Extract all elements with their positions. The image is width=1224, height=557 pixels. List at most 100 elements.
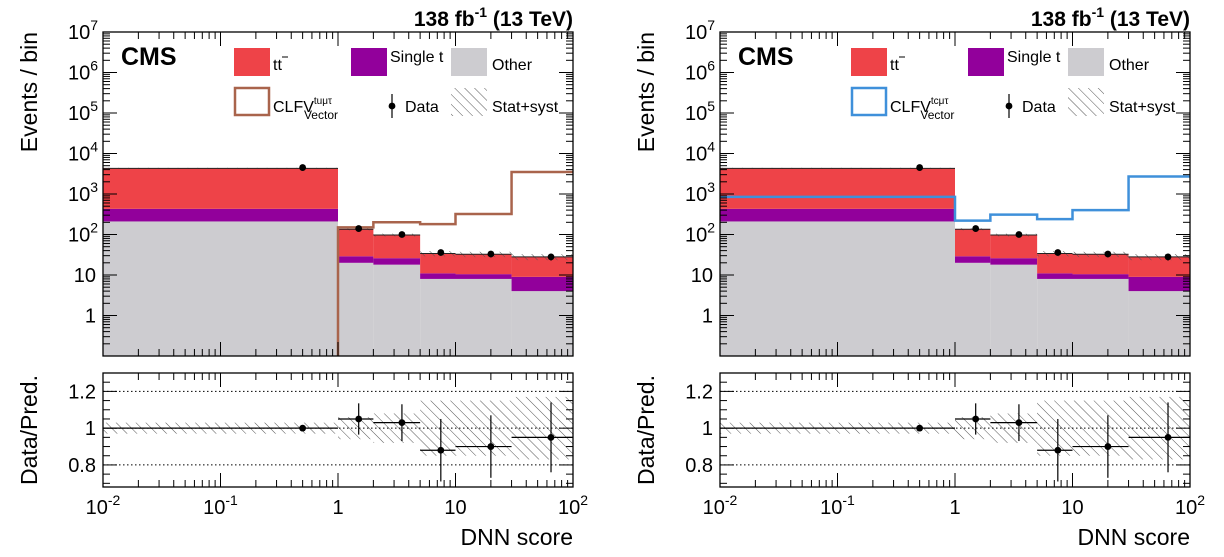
bar-single-t (720, 208, 955, 222)
data-point (487, 250, 495, 258)
legend-label-tt: tt (890, 57, 899, 74)
legend-label-uncertainty: Stat+syst (492, 99, 559, 116)
ratio-uncertainty-hatch (1037, 400, 1073, 456)
x-tick-label: 102 (558, 492, 588, 519)
legend-label-signal: CLFVtcμτ Vector (890, 96, 954, 122)
data-point (972, 225, 980, 232)
bar-tt (338, 229, 374, 257)
bar-single-t (990, 258, 1038, 265)
bar-other (373, 264, 421, 356)
data-points (299, 164, 555, 261)
y-axis-label: Events / bin (16, 32, 42, 152)
legend-data-marker (388, 102, 396, 110)
y-tick-label: 106 (685, 58, 715, 85)
data-point (1104, 250, 1112, 258)
legend-label-other: Other (492, 57, 533, 74)
legend-swatch-single-t (351, 48, 387, 76)
bar-tt (1037, 253, 1073, 274)
x-tick-label: 10-1 (203, 492, 238, 519)
bar-tt (990, 235, 1038, 259)
y-tick-labels: 1 10 102 103 104 105 106 107 (68, 17, 98, 328)
legend-label-data: Data (405, 99, 439, 116)
bar-single-t (338, 256, 374, 263)
y-tick-label: 102 (68, 220, 98, 247)
ratio-y-axis-label: Data/Pred. (633, 375, 659, 485)
ratio-y-tick-label: 0.8 (685, 455, 713, 477)
data-point (299, 164, 307, 171)
data-points (916, 164, 1172, 261)
bar-other (1037, 278, 1073, 356)
bar-tt (373, 235, 421, 259)
ratio-uncertainty-hatch (420, 400, 456, 456)
legend-swatch-signal (233, 86, 271, 117)
data-point (1015, 231, 1023, 238)
ratio-panel: 0.8 1 1.2 Data/Pred. (16, 372, 574, 488)
ratio-panel: 0.8 1 1.2 Data/Pred. (633, 372, 1191, 488)
bar-single-t (511, 276, 573, 292)
y-tick-label: 10 (74, 265, 96, 287)
ratio-point (916, 424, 924, 432)
bar-other (338, 262, 374, 356)
y-tick-labels: 1 10 102 103 104 105 106 107 (685, 17, 715, 328)
bar-single-t (103, 208, 338, 222)
stack-single-t (103, 208, 573, 292)
bar-tt (1128, 256, 1190, 277)
x-tick-label: 10-2 (86, 492, 121, 519)
ratio-y-tick-label: 1.2 (685, 381, 713, 403)
y-tick-label: 1 (702, 306, 713, 328)
legend: tt Single t Other CLFVtcμτ Vector Data Stat+sy… (850, 48, 1176, 122)
legend-label-uncertainty: Stat+syst (1109, 99, 1176, 116)
bar-tt (1072, 254, 1129, 275)
main-ticks (102, 31, 574, 356)
ratio-y-tick-label: 1 (702, 418, 713, 440)
bar-other (511, 291, 573, 356)
stack-tt (103, 168, 573, 277)
y-tick-label: 107 (685, 17, 715, 44)
bar-other (103, 221, 338, 356)
legend-label-tt: tt (273, 57, 282, 74)
x-tick-label: 10 (444, 497, 466, 519)
bar-tt (720, 168, 955, 209)
data-point (437, 249, 445, 256)
experiment-label: CMS (738, 43, 794, 71)
ratio-point (547, 433, 555, 441)
lumi-label: 138 fb-1 (13 TeV) (1031, 4, 1190, 31)
bar-single-t (955, 256, 991, 263)
bar-other (420, 278, 456, 356)
stack-other (720, 221, 1190, 356)
bar-tt (455, 254, 512, 275)
y-tick-label: 107 (68, 17, 98, 44)
legend-swatch-tt (234, 48, 270, 76)
bar-other (455, 278, 512, 356)
stack-other (103, 221, 573, 356)
y-tick-label: 10 (691, 265, 713, 287)
legend-data-marker (1005, 102, 1013, 110)
ratio-y-tick-label: 1 (85, 418, 96, 440)
data-point (398, 231, 406, 238)
experiment-label: CMS (121, 43, 177, 71)
data-point (916, 164, 924, 171)
ratio-point (1054, 446, 1062, 454)
stack-single-t (720, 208, 1190, 292)
x-tick-label: 102 (1175, 492, 1205, 519)
x-tick-label: 10-1 (820, 492, 855, 519)
x-tick-labels: 10-2 10-1 1 10 102 (86, 492, 589, 519)
bar-tt (103, 168, 338, 209)
bar-tt (420, 253, 456, 274)
data-point (1164, 253, 1172, 261)
legend-label-other: Other (1109, 57, 1150, 74)
y-tick-label: 104 (68, 139, 98, 166)
legend-label-single-t: Single t (390, 49, 444, 66)
legend-swatch-uncertainty (1068, 88, 1104, 116)
legend-swatch-signal (850, 86, 888, 117)
y-tick-label: 105 (68, 98, 98, 125)
ratio-point (1104, 443, 1112, 450)
bar-single-t (1037, 273, 1073, 279)
legend-label-signal: CLFVtuμτ Vector (273, 96, 338, 122)
bar-single-t (420, 273, 456, 279)
y-tick-label: 104 (685, 139, 715, 166)
main-ticks (719, 31, 1191, 356)
bar-other (1128, 291, 1190, 356)
